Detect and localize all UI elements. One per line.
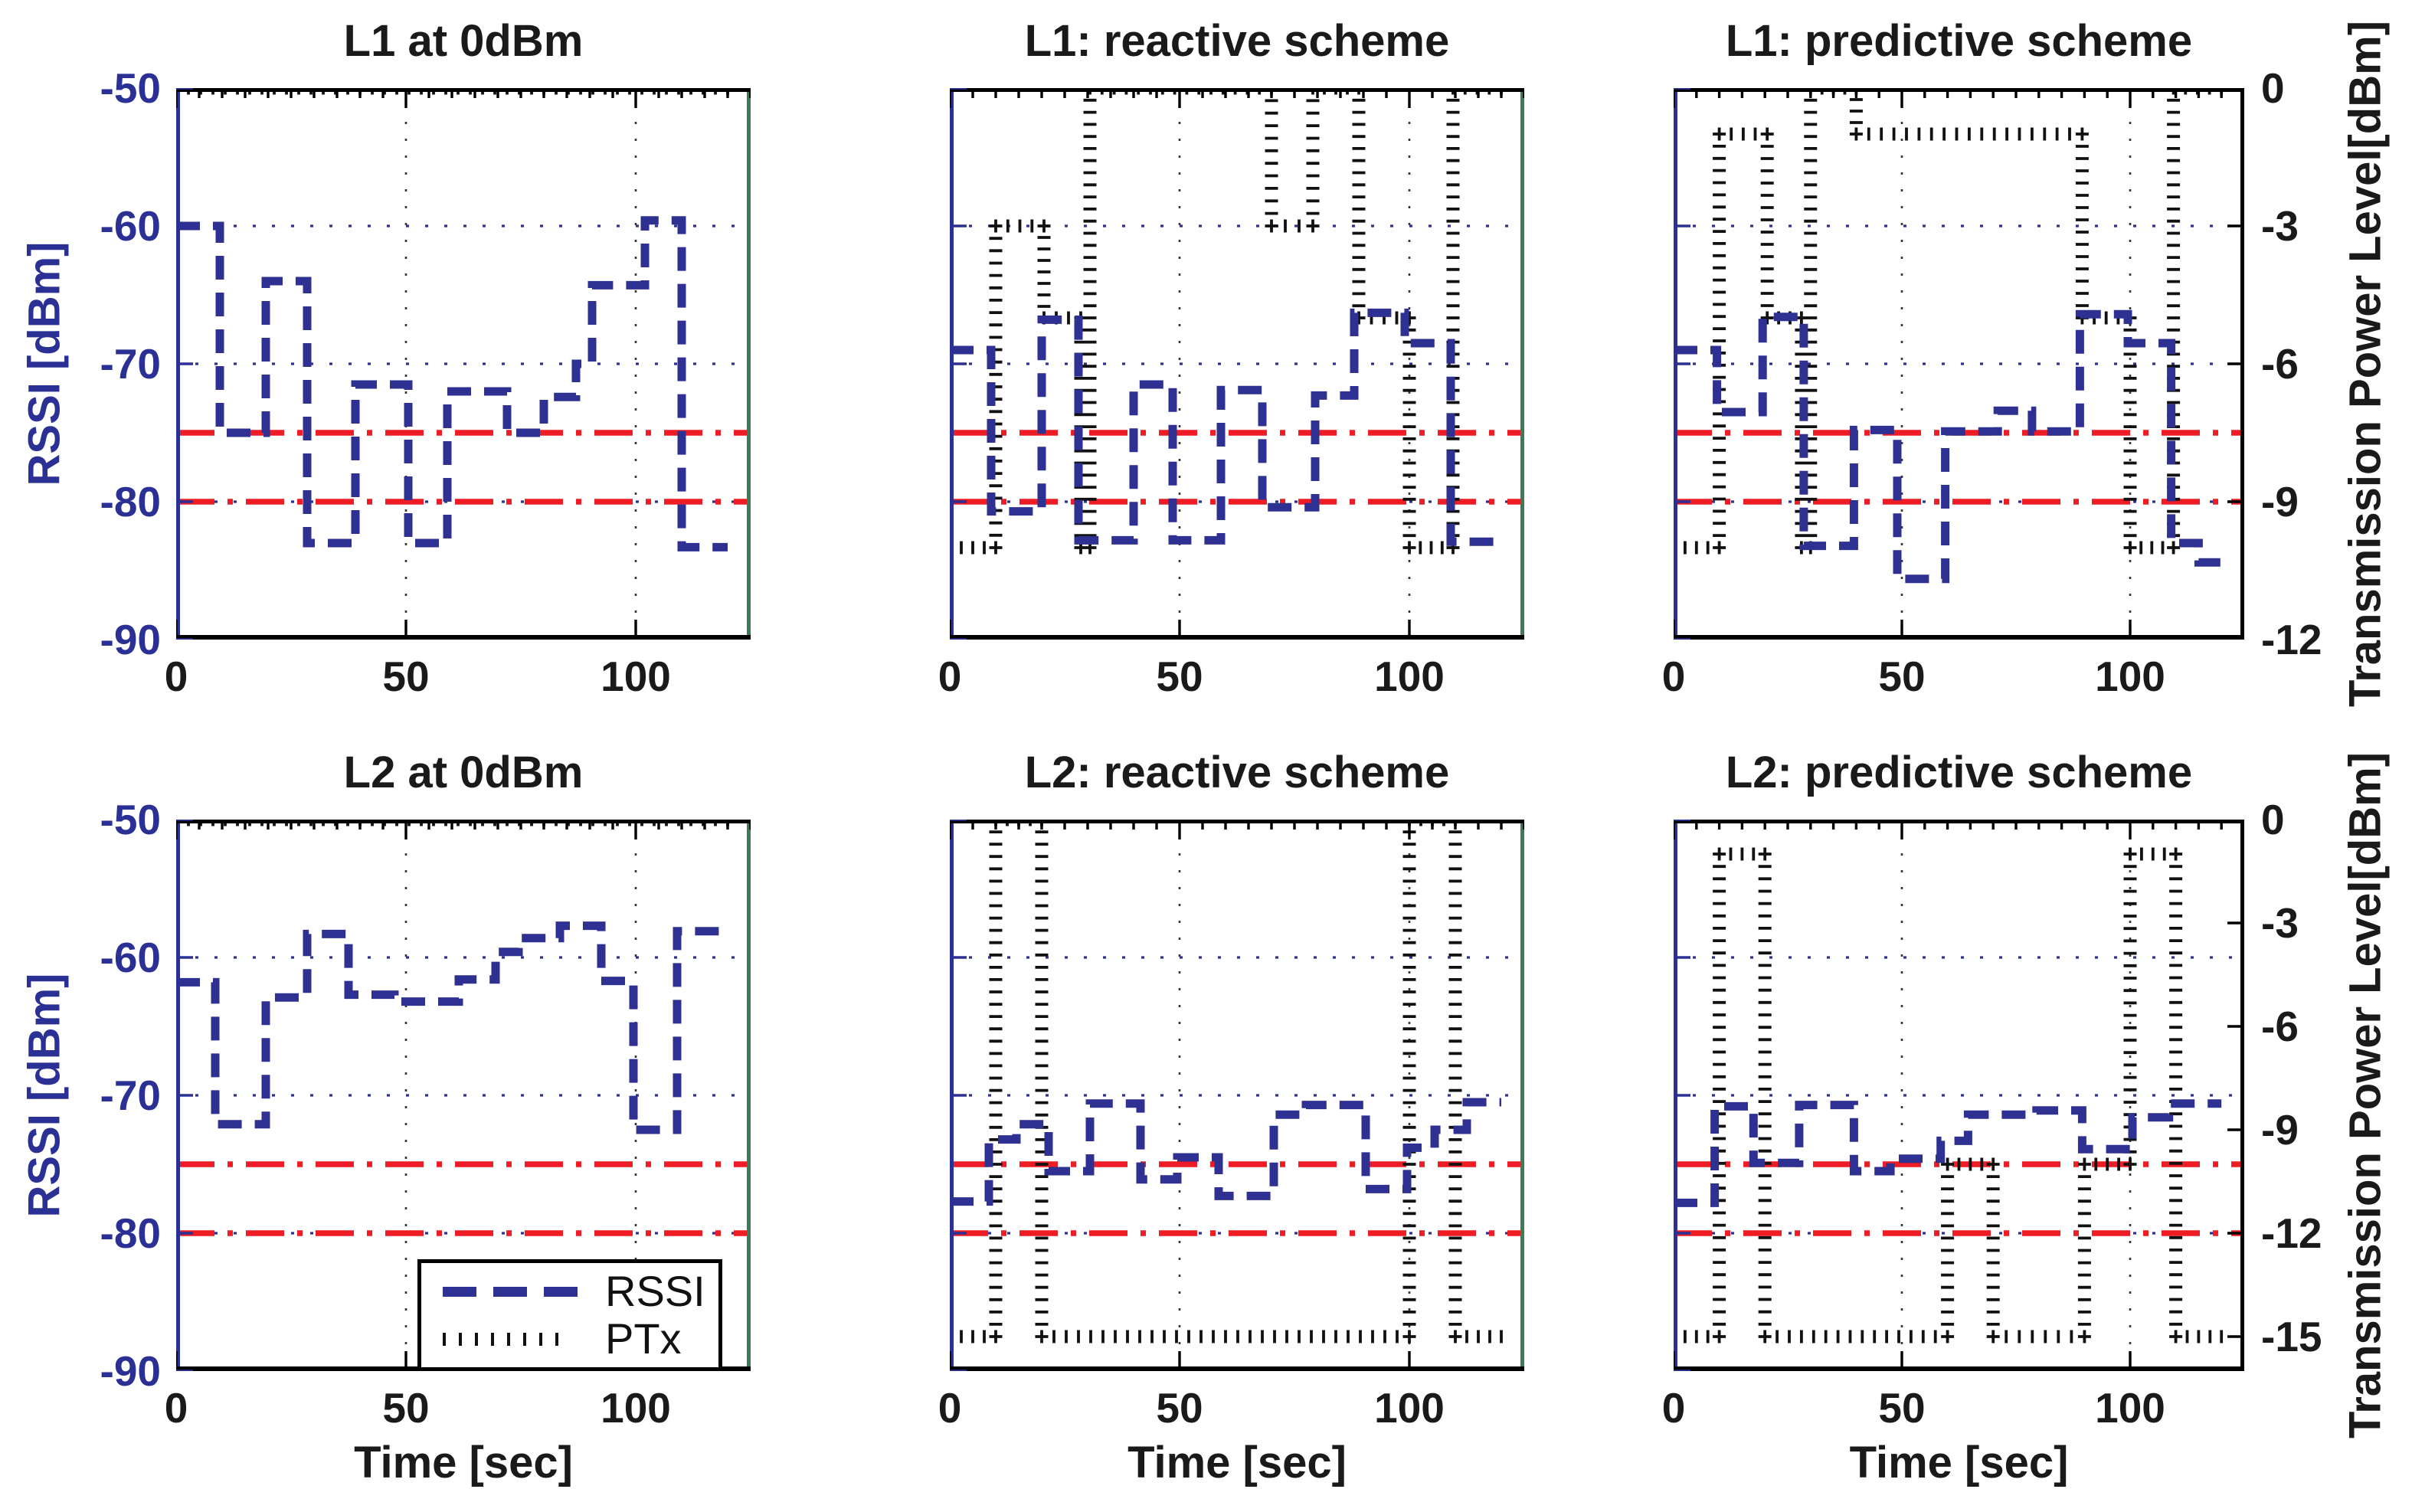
y-tick-label: -60 <box>100 202 162 250</box>
x-tick-label: 50 <box>382 1384 430 1432</box>
plot-canvas-l1-0dbm <box>176 88 751 640</box>
power-tick-label: 0 <box>2261 796 2285 843</box>
power-tick-label: -12 <box>2261 616 2322 663</box>
power-tick-label: -3 <box>2261 899 2299 947</box>
subplot-l1-0dbm <box>176 88 751 640</box>
legend-label-ptx: PTx <box>605 1314 682 1363</box>
power-tick-label: -6 <box>2261 340 2299 388</box>
x-tick-label: 50 <box>1878 1384 1926 1432</box>
x-tick-label: 0 <box>1661 653 1686 700</box>
y-tick-label: -50 <box>100 796 162 843</box>
y-tick-label: -70 <box>100 1072 162 1119</box>
plot-title-l1-0dbm: L1 at 0dBm <box>343 16 584 66</box>
plot-title-l2-0dbm: L2 at 0dBm <box>343 748 584 797</box>
subplot-l2-reactive <box>950 820 1524 1371</box>
subplot-l1-predictive <box>1674 88 2244 640</box>
x-tick-label: 100 <box>1374 653 1445 700</box>
power-tick-label: -15 <box>2261 1313 2322 1360</box>
x-tick-label: 100 <box>601 1384 671 1432</box>
power-tick-label: -9 <box>2261 478 2299 525</box>
power-tick-label: 0 <box>2261 64 2285 112</box>
rssi-dashed-line-icon <box>443 1286 588 1297</box>
x-tick-label: 100 <box>2095 653 2165 700</box>
legend: RSSI PTx <box>417 1259 722 1371</box>
plot-canvas-l1-predictive <box>1674 88 2244 640</box>
plot-canvas-l2-predictive <box>1674 820 2244 1371</box>
y-tick-label: -90 <box>100 616 162 663</box>
y-tick-label: -80 <box>100 478 162 525</box>
power-tick-label: -3 <box>2261 202 2299 250</box>
x-tick-label: 50 <box>1156 653 1203 700</box>
y-tick-label: -90 <box>100 1347 162 1395</box>
x-tick-label: 50 <box>382 653 430 700</box>
x-tick-label: 100 <box>601 653 671 700</box>
plot-title-l2-predictive: L2: predictive scheme <box>1725 748 2193 797</box>
x-tick-label: 0 <box>164 1384 188 1432</box>
x-tick-label: 50 <box>1878 653 1926 700</box>
x-tick-label: 0 <box>164 653 188 700</box>
plot-canvas-l1-reactive <box>950 88 1524 640</box>
subplot-l1-reactive <box>950 88 1524 640</box>
plot-title-l1-predictive: L1: predictive scheme <box>1725 16 2193 66</box>
subplot-l2-predictive <box>1674 820 2244 1371</box>
plot-title-l1-reactive: L1: reactive scheme <box>1024 16 1450 66</box>
x-axis-label-l2-0dbm: Time [sec] <box>354 1438 573 1487</box>
x-axis-label-l2-reactive: Time [sec] <box>1127 1438 1347 1487</box>
plot-canvas-l2-reactive <box>950 820 1524 1371</box>
power-tick-label: -9 <box>2261 1106 2299 1154</box>
x-axis-label-l2-predictive: Time [sec] <box>1849 1438 2069 1487</box>
plot-title-l2-reactive: L2: reactive scheme <box>1024 748 1450 797</box>
x-tick-label: 100 <box>1374 1384 1445 1432</box>
legend-item-ptx: PTx <box>429 1316 711 1362</box>
y-tick-label: -60 <box>100 934 162 981</box>
ptx-dotted-line-icon <box>443 1332 588 1346</box>
y-tick-label: -70 <box>100 340 162 388</box>
x-tick-label: 0 <box>938 1384 962 1432</box>
legend-item-rssi: RSSI <box>429 1268 711 1314</box>
legend-label-rssi: RSSI <box>605 1267 705 1315</box>
x-tick-label: 100 <box>2095 1384 2165 1432</box>
power-tick-label: -12 <box>2261 1209 2322 1257</box>
x-tick-label: 50 <box>1156 1384 1203 1432</box>
y-tick-label: -50 <box>100 64 162 112</box>
x-tick-label: 0 <box>938 653 962 700</box>
y-tick-label: -80 <box>100 1209 162 1257</box>
x-tick-label: 0 <box>1661 1384 1686 1432</box>
power-tick-label: -6 <box>2261 1003 2299 1050</box>
